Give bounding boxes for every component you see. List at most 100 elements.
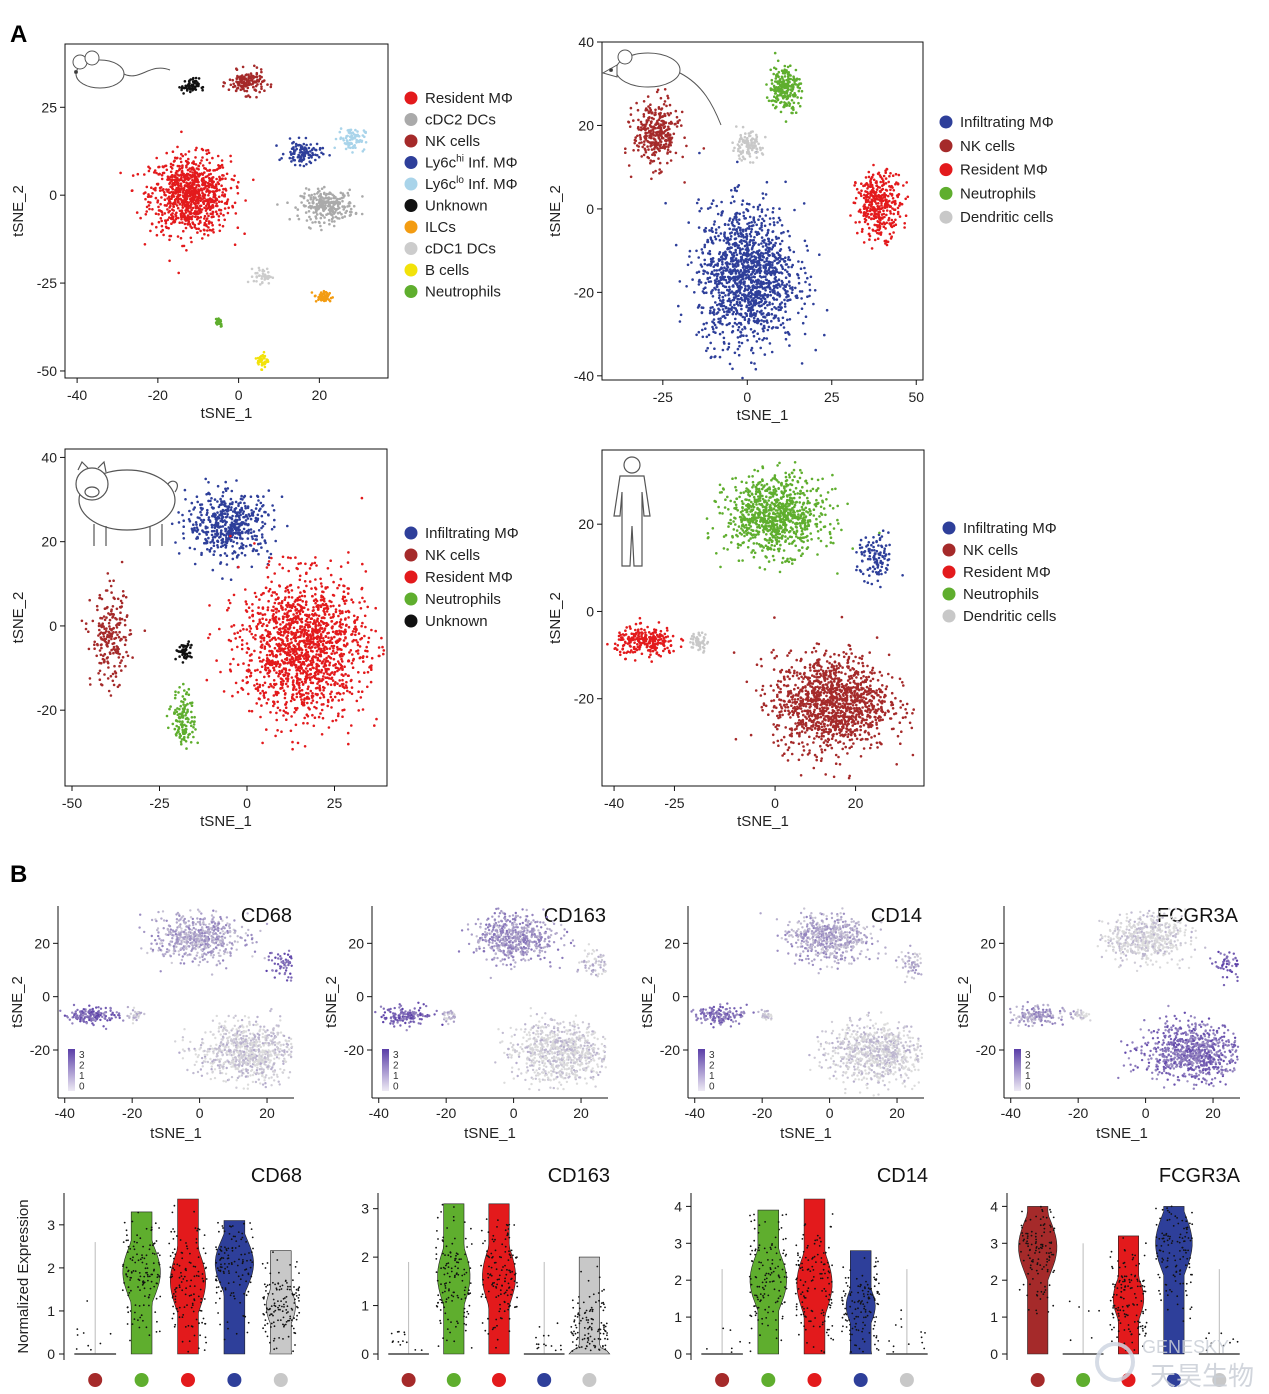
data-point xyxy=(314,300,318,303)
data-point xyxy=(658,168,661,171)
data-point xyxy=(261,80,264,83)
data-point xyxy=(864,218,868,222)
legend-swatch xyxy=(939,210,953,224)
data-point xyxy=(858,220,861,224)
data-point xyxy=(733,200,736,203)
data-point xyxy=(741,199,745,202)
data-point xyxy=(729,271,733,275)
data-point xyxy=(241,65,245,69)
data-point xyxy=(728,285,731,289)
data-point xyxy=(897,193,900,197)
data-point xyxy=(860,182,863,185)
data-point xyxy=(750,138,753,141)
data-point xyxy=(653,153,657,157)
data-point xyxy=(893,208,896,211)
data-point xyxy=(160,196,163,199)
data-point xyxy=(232,82,235,86)
data-point xyxy=(764,268,767,272)
data-point xyxy=(217,200,221,203)
data-point xyxy=(224,520,228,524)
data-point xyxy=(791,93,794,97)
data-point xyxy=(756,285,760,289)
data-point xyxy=(745,304,749,308)
data-point xyxy=(732,251,736,255)
data-point xyxy=(172,160,176,163)
data-point xyxy=(746,284,750,288)
data-point xyxy=(236,514,239,518)
data-point xyxy=(729,301,733,304)
data-point xyxy=(678,280,682,283)
data-point xyxy=(696,306,700,309)
data-point xyxy=(759,269,763,273)
data-point xyxy=(254,88,257,92)
data-point xyxy=(805,244,809,248)
data-point xyxy=(208,198,212,201)
data-point xyxy=(794,68,798,72)
data-point xyxy=(322,192,326,195)
data-point xyxy=(105,589,109,592)
data-point xyxy=(180,200,184,203)
data-point xyxy=(740,255,744,259)
data-point xyxy=(179,197,182,201)
data-point xyxy=(893,199,897,203)
data-point xyxy=(747,150,750,154)
data-point xyxy=(172,191,175,194)
data-point xyxy=(654,111,657,114)
data-point xyxy=(203,206,206,210)
data-point xyxy=(333,220,336,223)
data-point xyxy=(697,198,700,201)
data-point xyxy=(708,249,712,253)
data-point xyxy=(232,178,235,182)
data-point xyxy=(324,201,328,205)
data-point xyxy=(182,195,185,199)
data-point xyxy=(293,151,296,154)
data-point xyxy=(745,252,748,255)
data-point xyxy=(217,516,220,520)
data-point xyxy=(165,168,169,172)
data-point xyxy=(731,195,734,198)
data-point xyxy=(711,295,715,298)
data-point xyxy=(210,200,214,204)
data-point xyxy=(652,171,655,174)
x-tick-label: -50 xyxy=(62,795,82,811)
data-point xyxy=(320,213,323,217)
data-point xyxy=(170,197,173,200)
x-tick-label: -25 xyxy=(653,389,673,405)
legend-label: Resident MΦ xyxy=(425,90,513,107)
data-point xyxy=(750,346,754,350)
data-point xyxy=(195,227,198,230)
data-point xyxy=(795,294,799,298)
data-point xyxy=(888,185,891,188)
data-point xyxy=(215,202,218,205)
data-point xyxy=(197,82,200,86)
data-point xyxy=(171,163,175,167)
data-point xyxy=(194,156,197,159)
data-point xyxy=(736,336,740,339)
data-point xyxy=(175,157,178,160)
data-point xyxy=(879,231,883,234)
data-point xyxy=(120,560,124,564)
data-point xyxy=(168,202,172,205)
data-point xyxy=(784,331,787,335)
data-point xyxy=(738,157,741,160)
data-point xyxy=(734,213,738,216)
data-point xyxy=(796,272,799,276)
data-point xyxy=(783,302,787,306)
data-point xyxy=(864,176,868,179)
data-point xyxy=(206,229,209,232)
data-point xyxy=(286,201,289,204)
data-point xyxy=(145,210,148,213)
data-point xyxy=(235,67,238,70)
data-point xyxy=(218,188,221,192)
data-point xyxy=(719,277,723,281)
data-point xyxy=(755,302,759,305)
data-point xyxy=(720,302,723,306)
data-point xyxy=(221,491,225,494)
data-point xyxy=(254,549,258,552)
data-point xyxy=(260,87,263,91)
data-point xyxy=(729,235,733,238)
data-point xyxy=(242,527,246,531)
data-point xyxy=(160,210,163,213)
data-point xyxy=(708,311,712,315)
data-point xyxy=(733,146,736,150)
